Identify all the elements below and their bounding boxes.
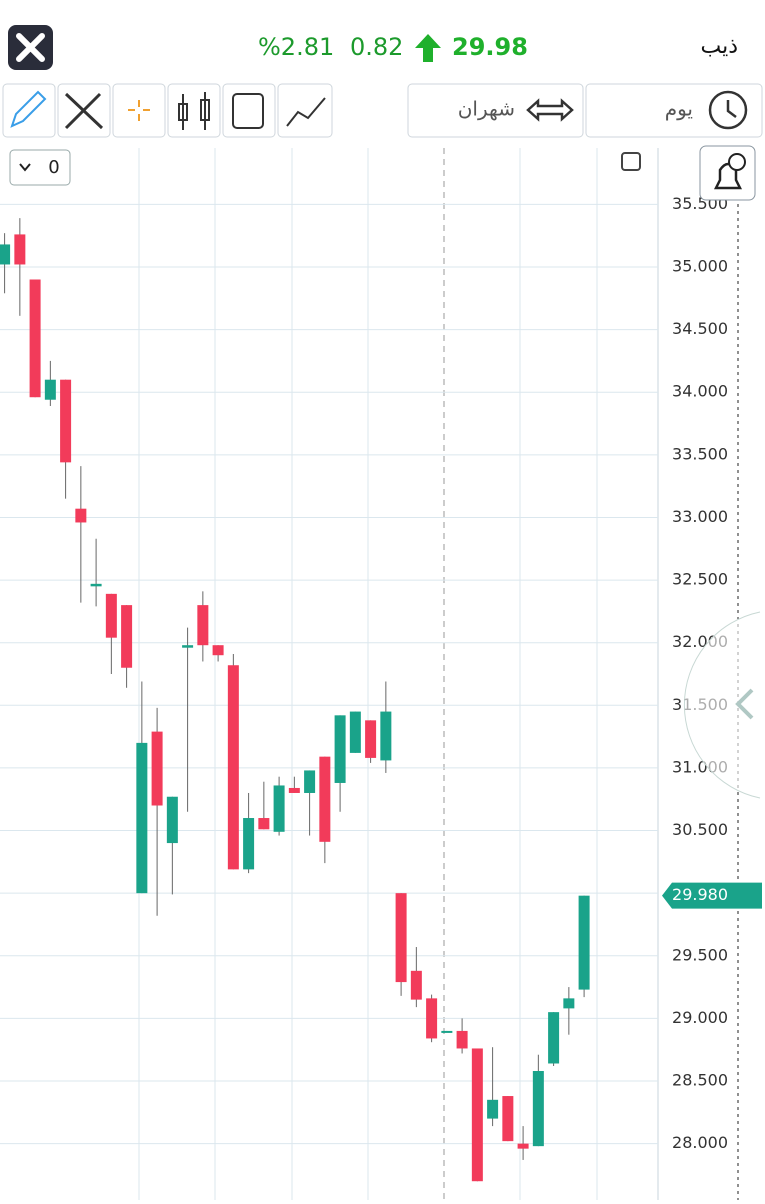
y-tick-label: 34.000 xyxy=(672,382,728,401)
candle-body xyxy=(197,605,209,646)
side-handle[interactable] xyxy=(683,611,761,799)
candle-body xyxy=(227,665,239,870)
history-icon xyxy=(708,90,748,130)
candle-body xyxy=(182,645,194,648)
toolbar xyxy=(2,83,763,138)
close-icon xyxy=(16,33,45,62)
settings-button[interactable] xyxy=(222,83,276,138)
tools-icon xyxy=(64,92,104,130)
y-tick-label: 29.500 xyxy=(672,945,728,964)
y-tick-label: 28.500 xyxy=(672,1071,728,1090)
last-price-tag xyxy=(662,882,762,909)
candle-body xyxy=(319,756,331,842)
candle-body xyxy=(60,379,72,463)
pencil-icon xyxy=(10,90,47,128)
candle-body xyxy=(410,970,422,1000)
candle-body xyxy=(288,787,300,793)
candle-body xyxy=(29,279,41,398)
candle-body xyxy=(578,895,590,990)
indicator-dropdown[interactable] xyxy=(9,149,71,186)
alert-button[interactable] xyxy=(699,145,756,201)
candle-body xyxy=(212,645,224,656)
y-tick-label: 33.500 xyxy=(672,444,728,463)
interval-label: يوم xyxy=(665,97,693,121)
change-percent: %2.81 xyxy=(258,33,334,61)
indicator-icon xyxy=(286,97,326,127)
candle-body xyxy=(426,998,438,1039)
y-tick-label: 33.000 xyxy=(672,507,728,526)
candle-body xyxy=(166,796,178,844)
candle-body xyxy=(395,893,407,983)
history-hands xyxy=(726,100,737,118)
candle-body xyxy=(441,1030,453,1033)
candle-body xyxy=(548,1012,560,1064)
candle-body xyxy=(90,583,102,587)
candle-body xyxy=(75,508,87,523)
y-tick-label: 34.500 xyxy=(672,319,728,338)
symbol: ذيب xyxy=(700,34,738,59)
candle-body xyxy=(502,1096,514,1142)
period-button[interactable] xyxy=(407,83,584,138)
price: 29.98 xyxy=(452,33,528,61)
candle-body xyxy=(487,1099,499,1119)
chart-type-button[interactable] xyxy=(167,83,221,138)
candle-body xyxy=(304,770,316,793)
grid-vertical xyxy=(138,148,659,1200)
y-tick-label: 32.500 xyxy=(672,570,728,589)
fullscreen-button[interactable] xyxy=(621,152,641,171)
candle-body xyxy=(517,1143,529,1149)
indicators-button[interactable] xyxy=(277,83,333,138)
period-label: شهران xyxy=(458,97,515,121)
candle-body xyxy=(380,711,392,761)
candle-body xyxy=(334,715,346,783)
y-tick-label: 28.000 xyxy=(672,1133,728,1152)
bell-plus xyxy=(728,153,746,171)
side-arrow xyxy=(735,688,754,720)
candle-body xyxy=(0,244,11,265)
candle-body xyxy=(151,731,163,806)
y-tick-label: 35.000 xyxy=(672,256,728,275)
candle-body xyxy=(532,1071,544,1147)
change: 0.82 xyxy=(350,33,403,61)
up-arrow xyxy=(415,34,441,62)
candle-body xyxy=(273,785,285,832)
candle-body xyxy=(121,605,133,668)
candle-body xyxy=(349,711,361,753)
candle-body xyxy=(258,818,270,830)
dropdown-caret xyxy=(19,163,31,172)
candle-body xyxy=(563,998,575,1009)
candle-body xyxy=(471,1048,483,1182)
candle-body xyxy=(14,234,26,265)
y-tick-label: 30.500 xyxy=(672,820,728,839)
swap-icon xyxy=(526,98,574,122)
crosshair-icon xyxy=(128,100,150,121)
candle-body xyxy=(243,818,255,870)
indicator-count: 0 xyxy=(48,157,59,178)
crosshair-button[interactable] xyxy=(112,83,166,138)
candle-body xyxy=(44,379,56,400)
y-tick-label: 29.000 xyxy=(672,1008,728,1027)
checklist-icon xyxy=(232,93,264,129)
candle-body xyxy=(105,593,117,638)
candles-icon xyxy=(178,92,210,130)
last-price-label: 29.980 xyxy=(672,885,728,904)
candle-body xyxy=(456,1030,468,1049)
candle-body xyxy=(136,742,148,894)
draw-button[interactable] xyxy=(2,83,56,138)
candle-body xyxy=(365,720,377,758)
